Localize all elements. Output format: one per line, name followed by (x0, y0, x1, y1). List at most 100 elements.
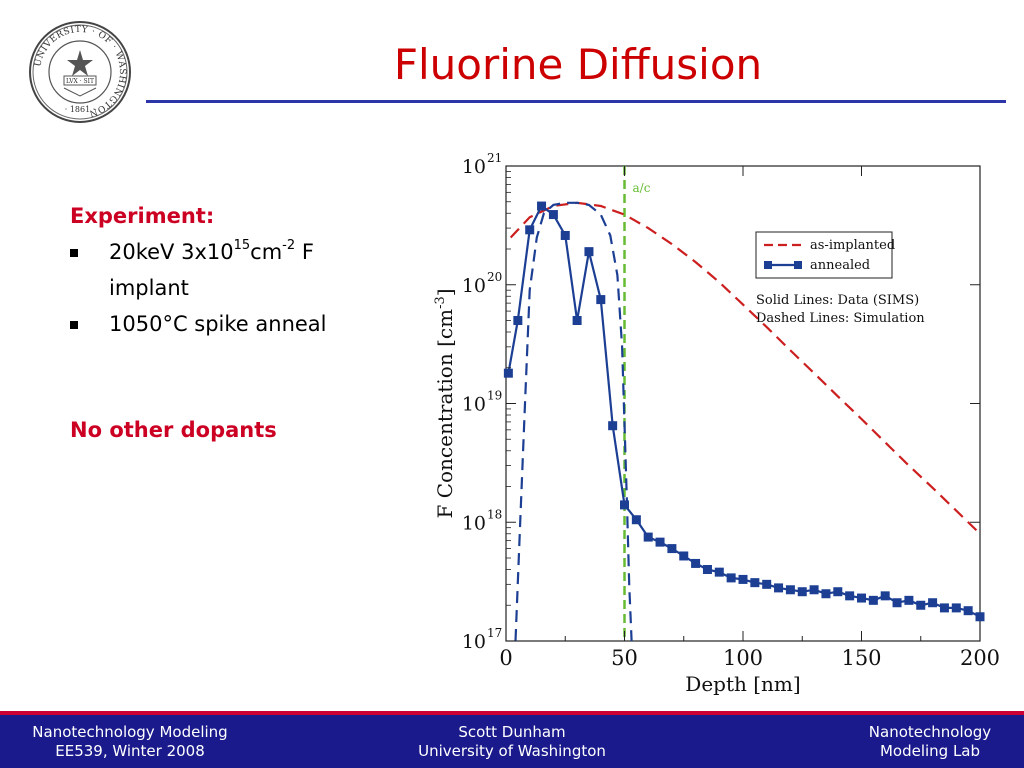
y-tick-exponent: 18 (487, 507, 502, 521)
annealed-point (738, 574, 748, 584)
implant-text-post: F (295, 240, 314, 264)
y-tick-exponent: 20 (487, 270, 502, 284)
annealed-point (939, 603, 949, 613)
annealed-point (655, 537, 665, 547)
x-tick-label: 200 (960, 646, 1000, 670)
annealed-point (560, 230, 570, 240)
y-tick-label: 10 (462, 512, 486, 534)
slide-title: Fluorine Diffusion (393, 40, 763, 89)
footer: Nanotechnology Modeling EE539, Winter 20… (0, 715, 1024, 768)
footer-stripe (0, 711, 1024, 715)
annealed-point (951, 603, 961, 613)
annealed-point (503, 368, 513, 378)
annealed-data-line (507, 204, 981, 618)
bullet-item-anneal: 1050°C spike anneal (70, 306, 410, 342)
annealed-point (572, 315, 582, 325)
annealed-point (868, 595, 878, 605)
annealed-point (548, 210, 558, 220)
y-axis-label: F Concentration [cm-3] (433, 288, 457, 518)
footer-course-line1: Nanotechnology Modeling (32, 723, 228, 741)
as-implanted-line (509, 201, 981, 535)
x-tick-label: 150 (841, 646, 881, 670)
bullet-square-icon (70, 249, 78, 257)
annealed-point (667, 544, 677, 554)
bullet-square-icon (70, 321, 78, 329)
x-tick-label: 0 (499, 646, 512, 670)
annealed-point (857, 593, 866, 603)
annealed-point (928, 598, 938, 608)
footer-course: Nanotechnology Modeling EE539, Winter 20… (0, 723, 260, 761)
annealed-point (785, 585, 795, 595)
no-other-dopants-note: No other dopants (70, 418, 277, 442)
y-tick-exponent: 19 (487, 389, 502, 403)
experiment-heading: Experiment: (70, 204, 215, 228)
footer-author-line1: Scott Dunham (458, 723, 566, 741)
annealed-point (821, 589, 831, 599)
annotation-dashed-lines: Dashed Lines: Simulation (756, 311, 925, 326)
y-tick-label: 10 (462, 275, 486, 297)
legend-annealed-label: annealed (810, 258, 870, 273)
annealed-point (679, 551, 689, 561)
footer-course-line2: EE539, Winter 2008 (55, 742, 205, 760)
title-divider (146, 100, 1006, 103)
annealed-point (916, 600, 926, 610)
plot-frame (505, 165, 981, 642)
university-seal: UNIVERSITY · OF · WASHINGTON · 1861 · LV… (29, 21, 131, 123)
y-tick-label: 10 (462, 631, 486, 653)
seal-star-icon (67, 50, 93, 76)
footer-author-line2: University of Washington (418, 742, 606, 760)
implant-text-pre: 20keV 3x10 (109, 240, 234, 264)
footer-lab: Nanotechnology Modeling Lab (830, 723, 1024, 761)
annealed-point (620, 500, 629, 510)
x-axis-label: Depth [nm] (685, 672, 800, 696)
implant-exponent-unit: -2 (282, 238, 296, 253)
annealed-point (892, 598, 902, 608)
y-tick-label: 10 (462, 394, 486, 416)
annealed-point (631, 515, 641, 525)
annealed-point (513, 315, 523, 325)
implant-exponent-dose: 15 (233, 238, 251, 253)
y-tick-label: 10 (462, 156, 486, 178)
anneal-text: 1050°C spike anneal (109, 312, 327, 336)
legend-as-implanted-label: as-implanted (810, 238, 895, 253)
annealed-point (774, 583, 784, 593)
implant-text-line2: implant (109, 276, 189, 300)
annealed-point (525, 225, 535, 235)
annealed-point (714, 567, 724, 577)
annealed-point (845, 591, 855, 601)
annealed-point (726, 573, 736, 583)
annealed-point (833, 587, 843, 597)
bullet-item-implant: 20keV 3x1015cm-2 F implant (70, 234, 410, 306)
ac-label: a/c (633, 181, 651, 195)
legend-box (755, 231, 893, 279)
annealed-point (691, 558, 701, 568)
annealed-point (809, 585, 819, 595)
annealed-point (608, 421, 618, 431)
annotation-solid-lines: Solid Lines: Data (SIMS) (756, 293, 919, 308)
annealed-point (750, 578, 760, 588)
annealed-point (643, 532, 653, 542)
y-tick-exponent: 17 (487, 626, 502, 640)
x-tick-label: 100 (723, 646, 763, 670)
bullet-list: Experiment: 20keV 3x1015cm-2 F implant 1… (70, 198, 410, 448)
annealed-point (584, 247, 594, 257)
y-tick-exponent: 21 (487, 151, 502, 165)
implant-text-unit: cm (250, 240, 283, 264)
x-tick-label: 50 (611, 646, 638, 670)
annealed-simulation-line (514, 201, 633, 642)
annealed-point (702, 565, 712, 575)
annealed-point (537, 201, 547, 211)
footer-lab-line2: Modeling Lab (879, 742, 981, 760)
footer-lab-line1: Nanotechnology (868, 723, 992, 741)
seal-year: · 1861 · (65, 105, 96, 114)
annealed-point (880, 591, 890, 601)
annealed-point (797, 587, 807, 597)
legend-annealed-marker (764, 261, 772, 269)
annealed-point (904, 595, 914, 605)
legend-annealed-marker (794, 261, 802, 269)
annealed-point (975, 612, 985, 622)
annealed-point (596, 295, 606, 305)
annealed-point (963, 606, 973, 616)
footer-author: Scott Dunham University of Washington (382, 723, 642, 761)
